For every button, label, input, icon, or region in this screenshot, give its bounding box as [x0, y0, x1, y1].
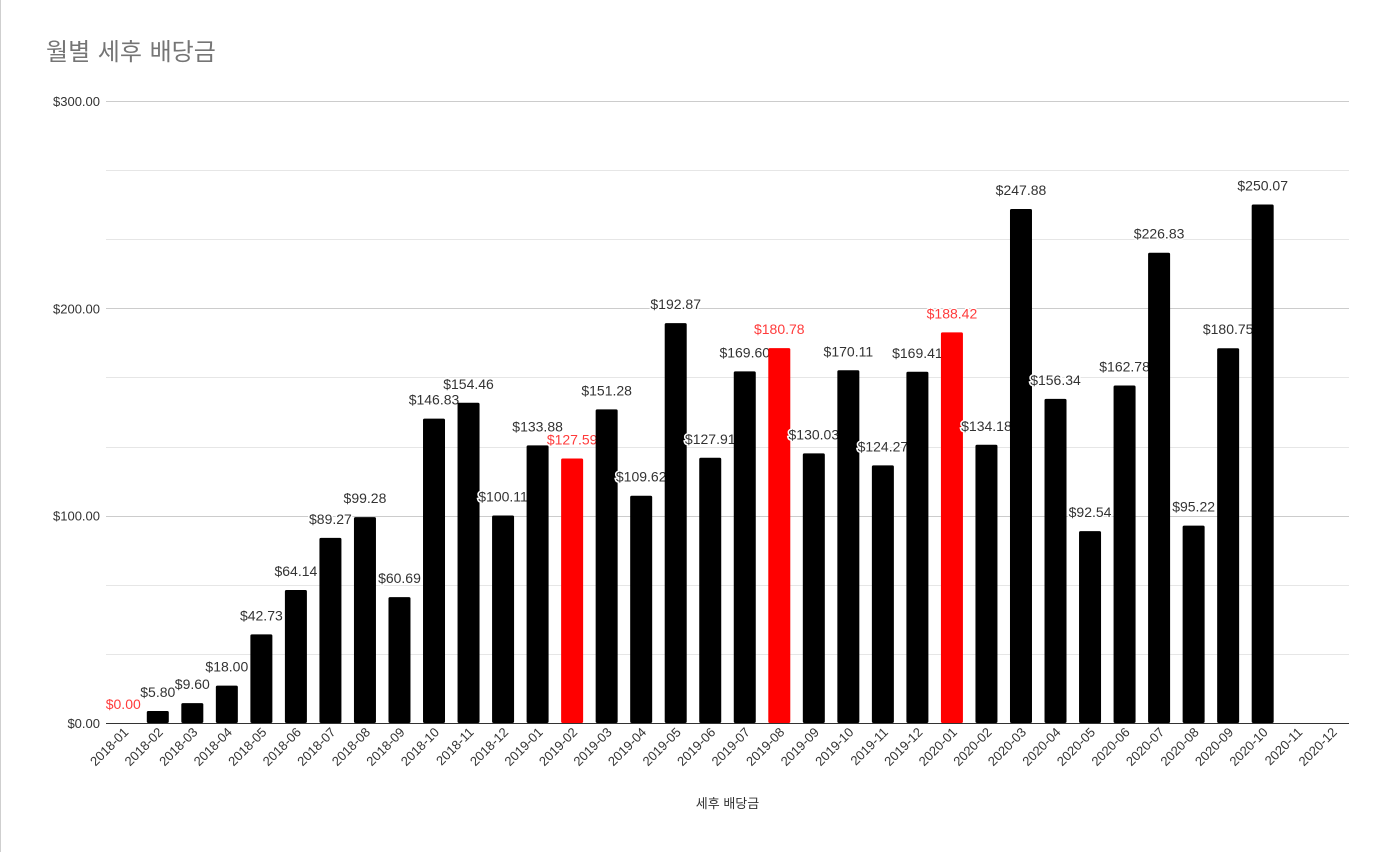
data-label: $146.83 [409, 392, 460, 408]
bar [561, 458, 584, 723]
data-label: $192.87 [650, 296, 701, 312]
data-label: $99.28 [344, 490, 387, 506]
bar [664, 323, 687, 723]
x-tick-label: 2019-10 [812, 725, 856, 769]
bar [733, 371, 756, 723]
data-label: $180.75 [1203, 321, 1254, 337]
data-label: $226.83 [1134, 226, 1185, 242]
data-label: $124.27 [858, 438, 909, 454]
data-label: $180.78 [754, 321, 805, 337]
data-label: $92.54 [1069, 504, 1112, 520]
bar [630, 495, 653, 723]
bar [181, 703, 204, 723]
data-label: $151.28 [581, 382, 632, 398]
bar [837, 370, 860, 723]
data-label: $130.03 [789, 426, 840, 442]
x-tick-label: 2020-10 [1226, 725, 1270, 769]
bar [388, 597, 411, 723]
x-tick-label: 2020-12 [1296, 725, 1340, 769]
data-label: $188.42 [927, 305, 978, 321]
data-label: $247.88 [996, 182, 1047, 198]
data-label: $0.00 [106, 696, 141, 712]
bar [1044, 398, 1067, 723]
bar [699, 457, 722, 723]
x-axis-title: 세후 배당금 [696, 796, 759, 811]
bar [423, 418, 446, 723]
data-label: $154.46 [443, 376, 494, 392]
y-tick-label: $200.00 [53, 301, 100, 316]
bar [457, 402, 480, 723]
bar [1148, 252, 1171, 723]
data-label: $100.11 [478, 488, 528, 504]
x-tick-label: 2018-10 [398, 725, 442, 769]
bar [871, 465, 894, 723]
bar [768, 348, 791, 723]
data-label: $162.78 [1099, 359, 1150, 375]
data-label: $169.41 [892, 345, 943, 361]
data-label: $64.14 [274, 563, 317, 579]
data-label: $60.69 [378, 570, 421, 586]
data-label: $134.18 [961, 418, 1012, 434]
bar [1079, 531, 1102, 723]
bar [526, 445, 549, 723]
bar [1251, 204, 1274, 723]
data-label: $127.59 [547, 431, 598, 447]
bar [353, 517, 376, 723]
data-label: $95.22 [1172, 499, 1215, 515]
bar [146, 710, 169, 723]
data-label: $18.00 [205, 659, 248, 675]
bar [1113, 385, 1136, 723]
bar [1009, 209, 1032, 723]
bar [215, 685, 238, 723]
bar [906, 371, 929, 723]
data-label: $170.11 [824, 343, 874, 359]
chart-title: 월별 세후 배당금 [46, 38, 216, 66]
data-label: $9.60 [175, 676, 210, 692]
y-tick-label: $300.00 [53, 94, 100, 109]
data-label: $133.88 [512, 418, 563, 434]
data-label: $109.62 [616, 469, 667, 485]
data-label: $169.60 [719, 344, 770, 360]
bar [492, 515, 515, 723]
y-tick-label: $0.00 [67, 716, 100, 731]
bar [319, 537, 342, 723]
bar [284, 590, 307, 723]
data-label: $156.34 [1030, 372, 1081, 388]
bar [595, 409, 618, 723]
bar [250, 634, 273, 723]
data-label: $250.07 [1237, 178, 1288, 194]
data-label: $5.80 [140, 684, 175, 700]
y-tick-label: $100.00 [53, 509, 100, 524]
data-label: $127.91 [685, 431, 736, 447]
data-label: $42.73 [240, 607, 283, 623]
bar [1182, 525, 1205, 723]
bar [975, 444, 998, 723]
bar [1217, 348, 1240, 723]
bar [940, 332, 963, 723]
bar [802, 453, 825, 723]
data-label: $89.27 [309, 511, 352, 527]
